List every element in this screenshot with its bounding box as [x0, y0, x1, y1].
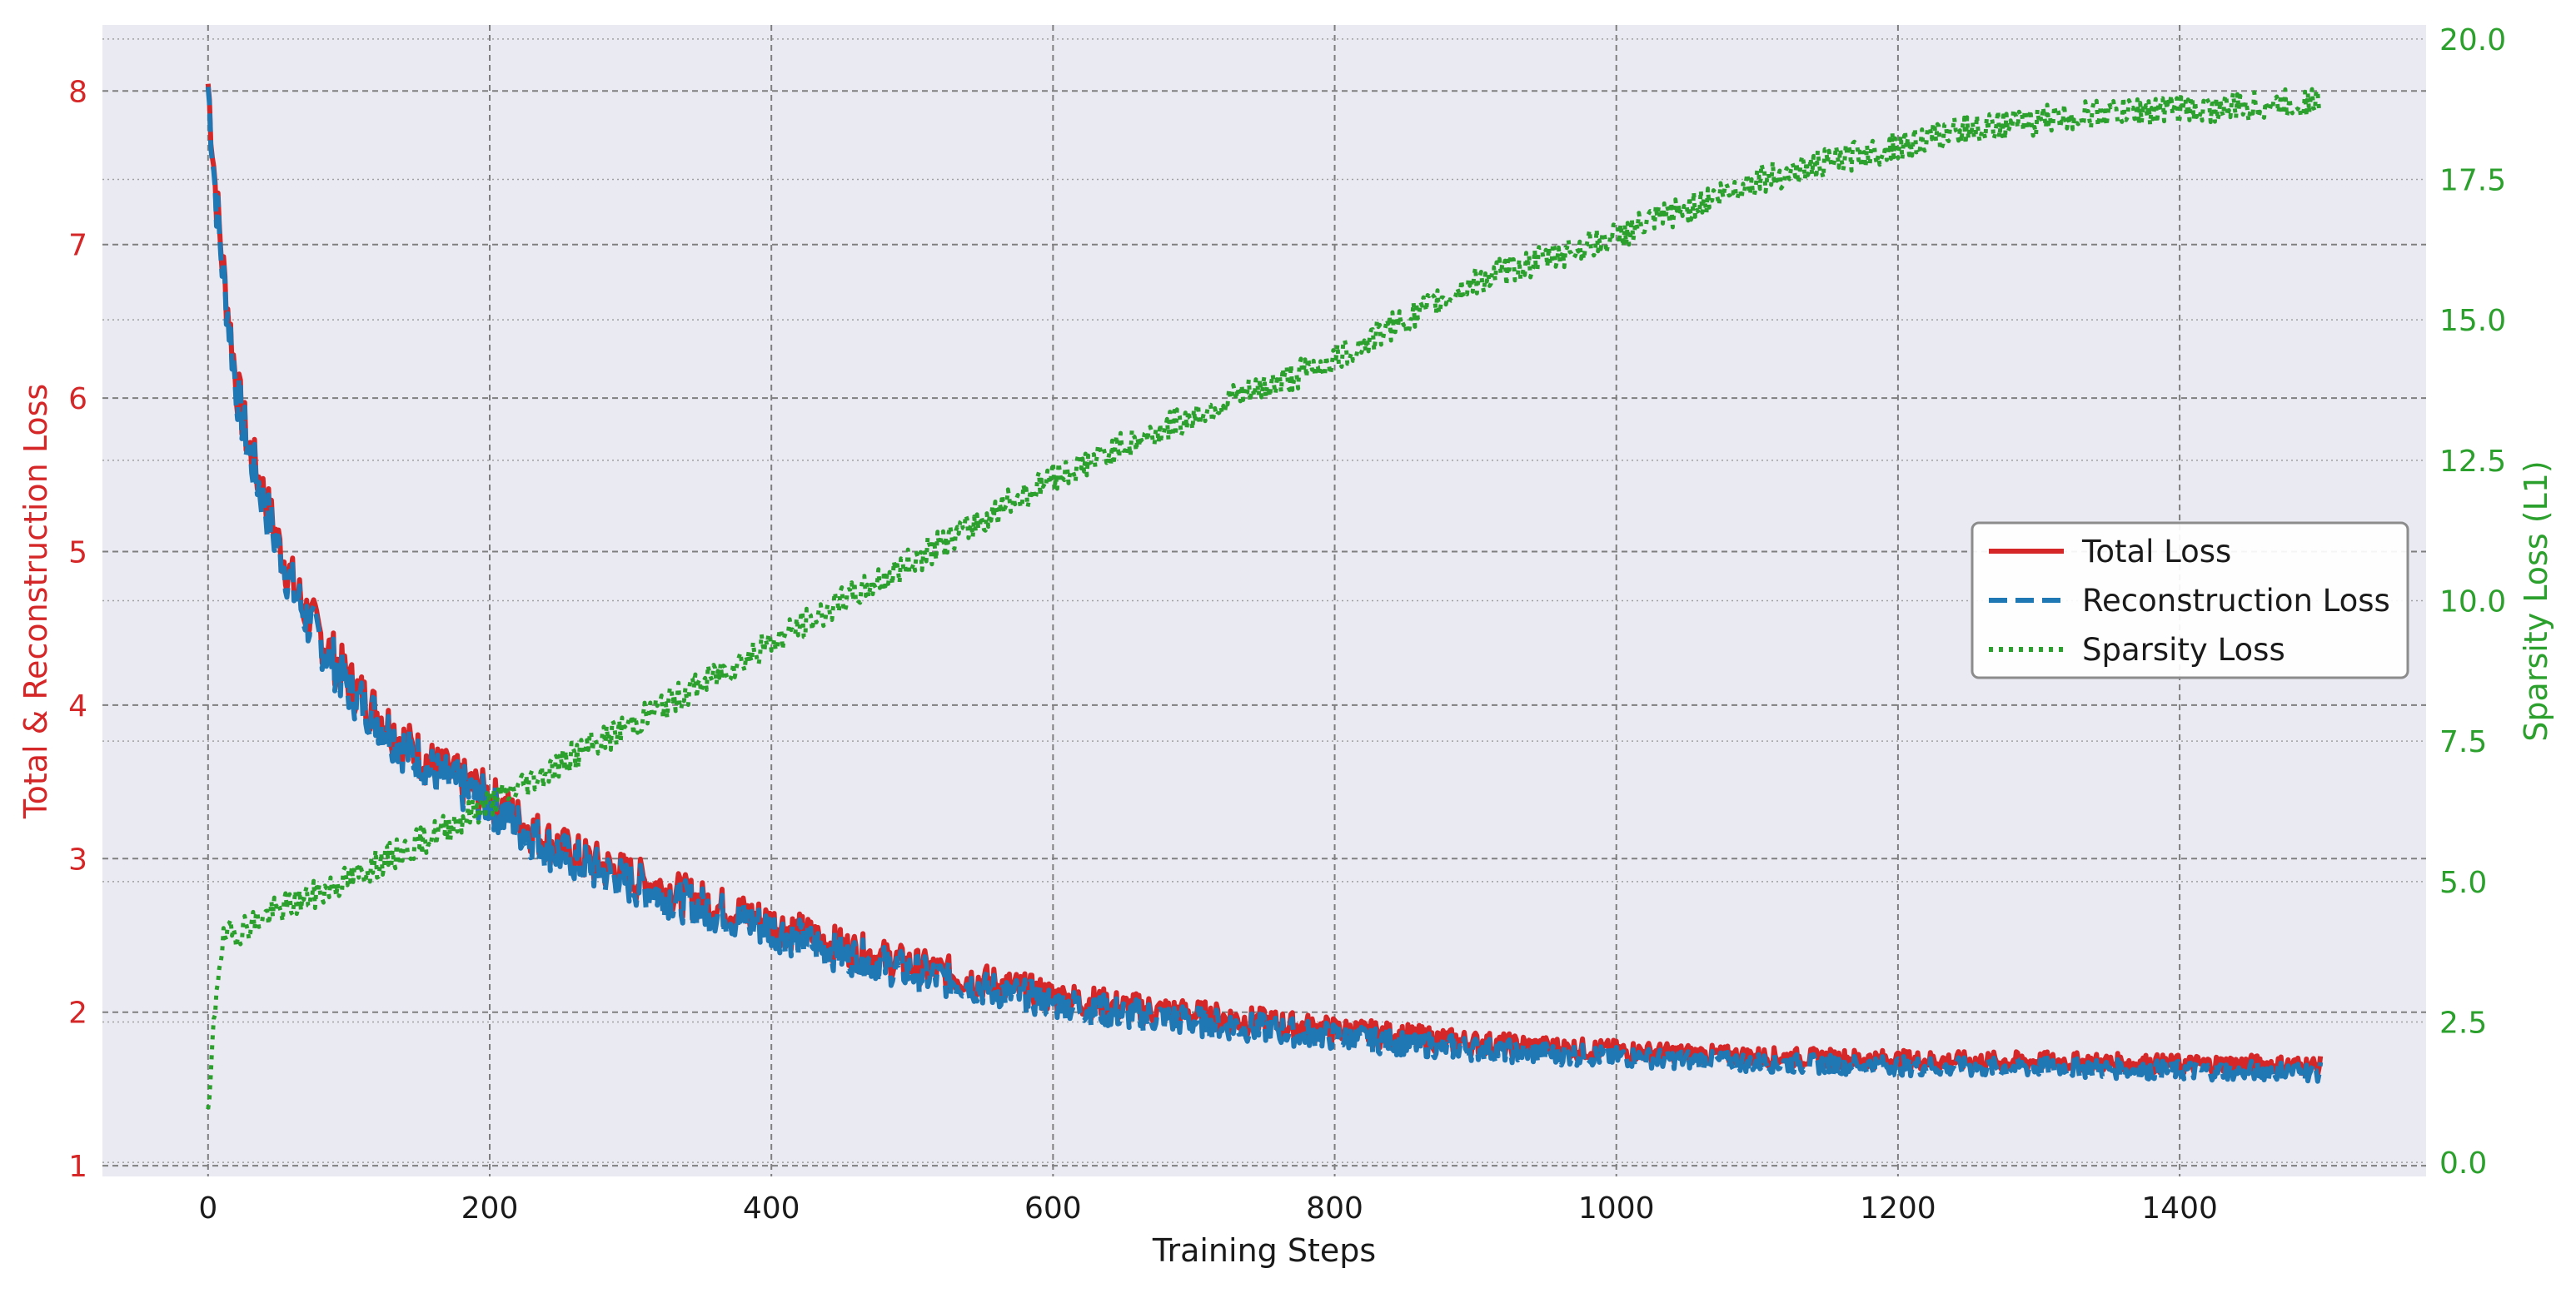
legend-box: [1971, 521, 2409, 679]
x-tick-label: 600: [1024, 1191, 1082, 1226]
legend-label-reconstruction-loss: Reconstruction Loss: [2082, 583, 2390, 619]
y-axis-right-label: Sparsity Loss (L1): [2518, 460, 2554, 741]
x-tick-label: 1200: [1860, 1191, 1936, 1226]
y-left-tick-label: 5: [68, 535, 87, 569]
y-right-tick-label: 0.0: [2439, 1146, 2487, 1181]
axes: 0 200 400 600 800 1000 1200 1400 1 2 3 4 5 6 7 8 0.0 2.5 5…: [68, 23, 2506, 1226]
y-right-tick-label: 12.5: [2439, 445, 2506, 479]
y-left-tick-label: 7: [68, 229, 87, 263]
y-right-tick-label: 10.0: [2439, 585, 2506, 619]
legend: Total Loss Reconstruction Loss Sparsity …: [1971, 521, 2409, 679]
x-tick-label: 200: [461, 1191, 519, 1226]
x-tick-label: 1400: [2141, 1191, 2218, 1226]
x-tick-label: 0: [198, 1191, 217, 1226]
y-right-tick-label: 2.5: [2439, 1006, 2487, 1040]
x-tick-label: 800: [1306, 1191, 1363, 1226]
y-right-tick-label: 17.5: [2439, 164, 2506, 198]
x-axis-label: Training Steps: [1152, 1232, 1376, 1269]
y-right-tick-label: 20.0: [2439, 23, 2506, 57]
y-left-tick-label: 1: [68, 1150, 87, 1184]
y-left-tick-label: 2: [68, 997, 87, 1031]
y-left-tick-label: 3: [68, 843, 87, 877]
y-right-tick-label: 5.0: [2439, 866, 2487, 900]
y-left-tick-label: 6: [68, 382, 87, 416]
y-left-tick-label: 8: [68, 75, 87, 109]
series-lines: [205, 83, 2324, 1110]
y-axis-left-label: Total & Reconstruction Loss: [17, 384, 54, 819]
y-right-tick-label: 15.0: [2439, 304, 2506, 338]
y-left-tick-label: 4: [68, 689, 87, 724]
legend-label-total-loss: Total Loss: [2081, 534, 2231, 569]
reconstruction-loss-line: [205, 87, 2324, 1084]
x-tick-label: 1000: [1578, 1191, 1655, 1226]
y-right-tick-label: 7.5: [2439, 725, 2487, 759]
legend-label-sparsity-loss: Sparsity Loss: [2082, 632, 2285, 668]
x-tick-label: 400: [743, 1191, 800, 1226]
